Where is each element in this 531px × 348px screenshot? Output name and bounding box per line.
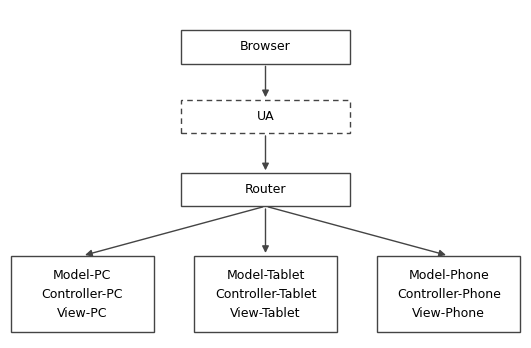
- Text: UA: UA: [256, 110, 275, 123]
- Text: Browser: Browser: [240, 40, 291, 54]
- Bar: [181, 173, 350, 206]
- Bar: [377, 256, 520, 332]
- Bar: [181, 31, 350, 63]
- Bar: [181, 100, 350, 133]
- Bar: [11, 256, 154, 332]
- Text: Model-Tablet
Controller-Tablet
View-Tablet: Model-Tablet Controller-Tablet View-Tabl…: [215, 269, 316, 319]
- Bar: [194, 256, 337, 332]
- Text: Router: Router: [245, 183, 286, 196]
- Text: Model-PC
Controller-PC
View-PC: Model-PC Controller-PC View-PC: [41, 269, 123, 319]
- Text: Model-Phone
Controller-Phone
View-Phone: Model-Phone Controller-Phone View-Phone: [397, 269, 501, 319]
